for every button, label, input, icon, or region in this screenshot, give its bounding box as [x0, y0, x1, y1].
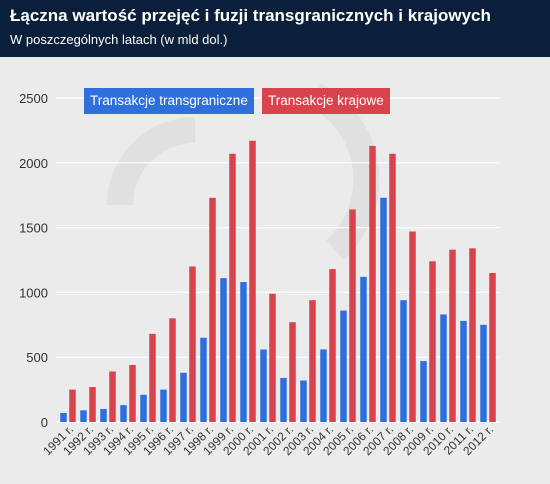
- bar-domestic: [269, 293, 276, 422]
- bar-domestic: [209, 197, 216, 422]
- bar-domestic: [109, 371, 116, 422]
- y-tick-label: 0: [41, 415, 48, 430]
- bar-cross-border: [360, 276, 367, 422]
- bar-cross-border: [220, 278, 227, 422]
- bar-cross-border: [260, 349, 267, 422]
- bar-cross-border: [140, 394, 147, 422]
- bar-domestic: [69, 389, 76, 422]
- bar-cross-border: [340, 310, 347, 422]
- bar-domestic: [289, 322, 296, 422]
- y-tick-label: 2000: [19, 156, 48, 171]
- bar-domestic: [389, 153, 396, 422]
- bar-domestic: [189, 266, 196, 422]
- bar-cross-border: [420, 361, 427, 422]
- bar-domestic: [149, 333, 156, 422]
- y-tick-label: 500: [26, 350, 48, 365]
- y-tick-label: 2500: [19, 91, 48, 106]
- bar-cross-border: [200, 337, 207, 422]
- bar-domestic: [309, 300, 316, 422]
- bar-cross-border: [120, 405, 127, 422]
- legend-item-domestic: Transakcje krajowe: [262, 88, 390, 114]
- bar-cross-border: [440, 314, 447, 422]
- bar-domestic: [429, 261, 436, 422]
- chart-header: Łączna wartość przejęć i fuzji transgran…: [0, 0, 550, 57]
- bar-cross-border: [480, 324, 487, 422]
- watermark-arc: [107, 117, 196, 206]
- bar-cross-border: [320, 349, 327, 422]
- bar-domestic: [469, 248, 476, 422]
- bar-cross-border: [380, 197, 387, 422]
- bar-domestic: [349, 209, 356, 422]
- y-tick-label: 1500: [19, 221, 48, 236]
- legend-item-cross-border: Transakcje transgraniczne: [84, 88, 254, 114]
- bar-cross-border: [160, 389, 167, 422]
- bar-domestic: [129, 364, 136, 422]
- bar-cross-border: [180, 372, 187, 422]
- bar-cross-border: [280, 377, 287, 422]
- bar-domestic: [169, 318, 176, 422]
- bar-domestic: [229, 153, 236, 422]
- chart-subtitle: W poszczególnych latach (w mld dol.): [10, 32, 228, 47]
- bar-domestic: [489, 272, 496, 422]
- bar-domestic: [329, 269, 336, 422]
- bar-domestic: [249, 140, 256, 422]
- watermark-arc: [308, 83, 380, 260]
- bar-cross-border: [460, 320, 467, 422]
- bar-cross-border: [300, 380, 307, 422]
- bar-cross-border: [60, 412, 67, 422]
- bar-domestic: [369, 145, 376, 422]
- bar-domestic: [409, 231, 416, 422]
- y-tick-label: 1000: [19, 285, 48, 300]
- bar-cross-border: [100, 409, 107, 422]
- bar-cross-border: [400, 300, 407, 422]
- bar-cross-border: [80, 410, 87, 422]
- chart-title: Łączna wartość przejęć i fuzji transgran…: [10, 6, 491, 25]
- bar-cross-border: [240, 282, 247, 422]
- bar-domestic: [89, 387, 96, 422]
- bar-domestic: [449, 249, 456, 422]
